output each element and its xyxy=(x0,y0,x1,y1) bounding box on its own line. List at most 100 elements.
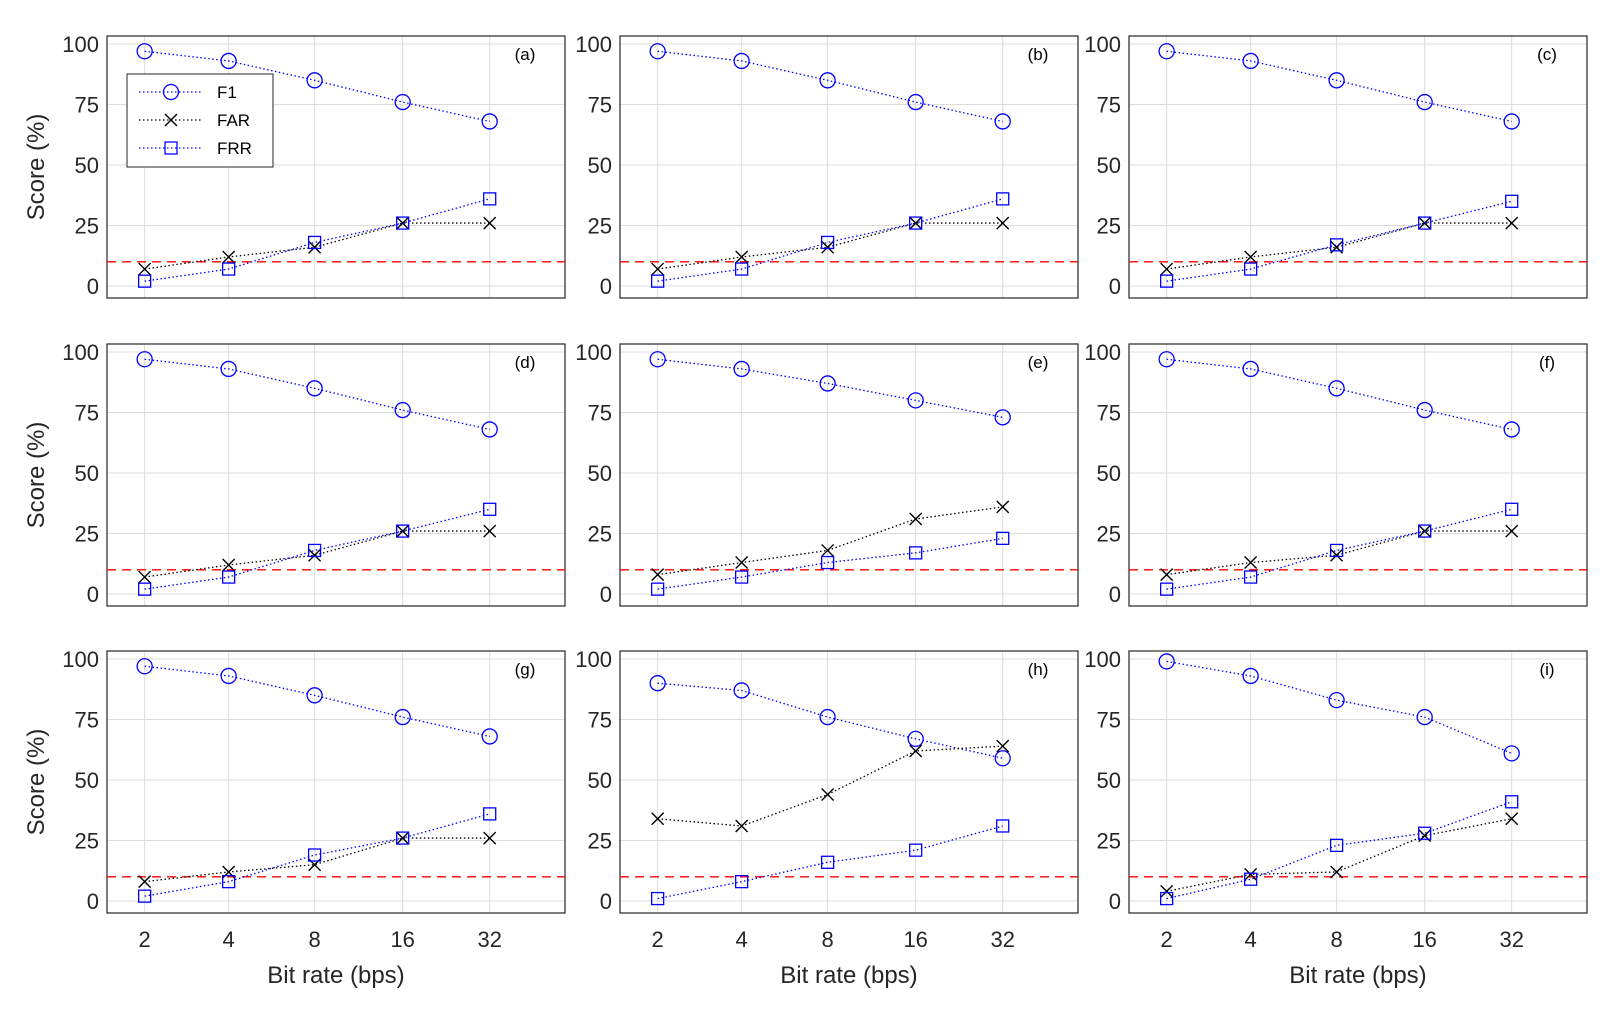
f1-marker xyxy=(1242,52,1259,70)
y-tick-label: 100 xyxy=(575,32,612,57)
f1-marker xyxy=(1328,72,1345,89)
panel-f: 0 25 50 75 100 (f) xyxy=(1084,340,1588,607)
far-marker xyxy=(138,262,152,276)
f1-marker xyxy=(1416,708,1433,726)
x-tick-label: 32 xyxy=(990,927,1014,952)
y-tick-label: 75 xyxy=(75,708,99,733)
frr-marker xyxy=(1159,891,1174,906)
y-tick-label: 75 xyxy=(1097,708,1121,733)
frr-marker xyxy=(820,235,835,250)
series-line-f1 xyxy=(657,50,1003,123)
y-tick-label: 100 xyxy=(62,340,99,365)
series-line-far xyxy=(1166,530,1512,576)
f1-marker xyxy=(481,113,498,130)
legend-marker-frr xyxy=(164,141,178,155)
frr-marker xyxy=(996,531,1010,545)
frr-marker xyxy=(996,819,1010,833)
series-line-frr xyxy=(657,198,1003,282)
x-tick-label: 2 xyxy=(1161,927,1173,952)
axes-box xyxy=(106,35,566,299)
f1-marker xyxy=(1158,653,1175,670)
x-tick-label: 8 xyxy=(1330,927,1342,952)
f1-marker xyxy=(1416,93,1433,111)
f1-marker xyxy=(819,72,836,89)
f1-marker xyxy=(481,728,498,745)
far-marker xyxy=(1330,548,1344,562)
frr-marker xyxy=(909,216,923,230)
frr-marker xyxy=(1159,582,1174,596)
f1-marker xyxy=(220,360,237,378)
x-tick-label: 32 xyxy=(477,927,501,952)
frr-marker xyxy=(483,807,497,821)
f1-marker xyxy=(394,401,411,419)
frr-marker xyxy=(307,235,322,250)
f1-marker xyxy=(1158,43,1175,60)
f1-marker xyxy=(994,750,1011,767)
f1-marker xyxy=(1503,421,1520,438)
y-tick-label: 50 xyxy=(1097,768,1121,793)
f1-marker xyxy=(1158,351,1175,368)
frr-marker xyxy=(221,570,236,584)
series-line-far xyxy=(1166,222,1512,270)
y-tick-label: 100 xyxy=(575,340,612,365)
frr-marker xyxy=(307,543,322,558)
y-tick-label: 75 xyxy=(588,401,612,426)
x-tick-label: 2 xyxy=(139,927,151,952)
panel-e: 0 25 50 75 100 (e) xyxy=(575,340,1079,607)
frr-marker xyxy=(1329,838,1344,852)
series-line-f1 xyxy=(657,682,1003,759)
panel-label: (i) xyxy=(1539,660,1554,679)
far-marker xyxy=(1160,568,1174,582)
y-tick-label: 0 xyxy=(87,274,99,299)
panel-label: (f) xyxy=(1539,353,1555,372)
far-marker xyxy=(821,788,835,802)
f1-marker xyxy=(306,687,323,704)
series-line-frr xyxy=(144,813,490,897)
y-tick-label: 25 xyxy=(1097,214,1121,239)
y-tick-label: 0 xyxy=(600,582,612,607)
y-tick-label: 0 xyxy=(87,889,99,914)
f1-marker xyxy=(994,113,1011,130)
f1-marker xyxy=(394,93,411,111)
frr-marker xyxy=(1505,795,1519,809)
f1-marker xyxy=(1503,113,1520,130)
series-line-f1 xyxy=(144,358,490,431)
frr-marker xyxy=(1505,502,1519,516)
frr-marker xyxy=(1329,543,1344,558)
series-line-f1 xyxy=(144,665,490,738)
panel-label: (c) xyxy=(1537,45,1557,64)
axes-box xyxy=(1128,650,1588,914)
frr-marker xyxy=(1418,524,1432,538)
far-marker xyxy=(1505,524,1519,538)
far-marker xyxy=(1160,884,1174,898)
x-tick-label: 8 xyxy=(308,927,320,952)
f1-marker xyxy=(481,421,498,438)
legend-label-frr: FRR xyxy=(217,139,252,158)
panel-label: (g) xyxy=(515,660,536,679)
frr-marker xyxy=(909,546,923,560)
series-line-far xyxy=(657,506,1003,576)
y-tick-label: 75 xyxy=(588,93,612,118)
far-marker xyxy=(138,875,152,889)
f1-marker xyxy=(819,375,836,392)
frr-marker xyxy=(396,831,410,845)
far-marker xyxy=(1505,812,1519,826)
y-tick-label: 50 xyxy=(588,461,612,486)
f1-marker xyxy=(136,658,153,675)
far-marker xyxy=(138,570,152,584)
far-marker xyxy=(1505,216,1519,230)
far-marker xyxy=(1244,250,1258,264)
y-tick-label: 75 xyxy=(75,401,99,426)
f1-marker xyxy=(819,708,836,726)
y-axis-label: Score (%) xyxy=(23,729,50,836)
legend-marker-far xyxy=(164,113,178,127)
x-axis-label: Bit rate (bps) xyxy=(1289,962,1426,989)
x-tick-label: 32 xyxy=(1499,927,1523,952)
far-marker xyxy=(308,240,322,254)
y-tick-label: 0 xyxy=(600,889,612,914)
y-tick-label: 75 xyxy=(1097,93,1121,118)
series-line-f1 xyxy=(144,50,490,123)
series-line-frr xyxy=(144,508,490,590)
series-line-frr xyxy=(1166,508,1512,590)
frr-marker xyxy=(909,843,923,857)
